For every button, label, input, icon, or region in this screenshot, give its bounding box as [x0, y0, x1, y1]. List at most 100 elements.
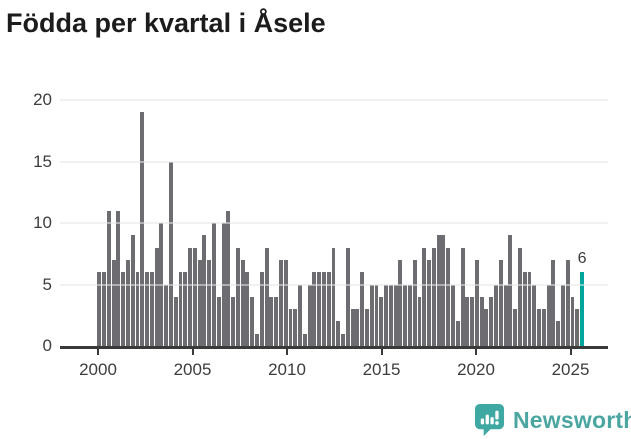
- bar-quarter: [212, 223, 216, 346]
- bar-quarter: [183, 272, 188, 346]
- bar-quarter: [264, 247, 269, 346]
- bar-quarter: [192, 247, 197, 346]
- gridline-overlay-y-10: [60, 222, 608, 224]
- bar-quarter: [546, 284, 551, 346]
- bar-quarter: [431, 247, 436, 346]
- bar-quarter: [508, 235, 513, 346]
- x-axis-tick-2020: [475, 348, 477, 355]
- bar-quarter: [427, 259, 432, 346]
- bar-quarter: [111, 259, 116, 346]
- bar-quarter: [417, 296, 422, 346]
- bar-quarter: [556, 321, 561, 346]
- bar-quarter: [364, 309, 369, 346]
- bar-quarter: [384, 284, 389, 346]
- bar-quarter: [221, 223, 226, 346]
- bar-quarter: [565, 259, 570, 346]
- bar-quarter: [484, 309, 489, 346]
- x-axis-label-2010: 2010: [268, 360, 306, 379]
- bar-quarter: [235, 247, 240, 346]
- bar-quarter: [164, 284, 169, 346]
- bar-quarter: [231, 296, 236, 346]
- bar-quarter: [154, 247, 159, 346]
- y-axis-label-20: 20: [33, 90, 52, 109]
- bar-quarter: [140, 112, 145, 346]
- bar-quarter: [575, 309, 580, 346]
- latest-value-annotation: 6: [577, 250, 587, 268]
- bar-quarter: [331, 247, 336, 346]
- x-axis-label-2015: 2015: [362, 360, 401, 379]
- bar-quarter: [388, 284, 393, 346]
- bar-quarter: [283, 259, 288, 346]
- bar-quarter: [288, 309, 293, 346]
- x-axis-tick-2015: [380, 348, 383, 355]
- bar-quarter: [116, 210, 121, 346]
- bar-quarter: [489, 296, 494, 346]
- bar-quarter: [326, 272, 331, 346]
- bar-quarter: [403, 284, 408, 346]
- gridline-y-10: [60, 222, 608, 224]
- brand-name: Newsworthy: [513, 406, 631, 433]
- bar-quarter: [125, 259, 130, 346]
- bar-quarter: [470, 296, 475, 346]
- bar-quarter: [250, 296, 255, 346]
- bar-quarter: [451, 284, 455, 346]
- bar-quarter: [278, 259, 283, 346]
- bar-quarter: [321, 272, 326, 346]
- bar-quarter: [522, 272, 527, 346]
- bar-quarter: [336, 321, 341, 346]
- gridline-overlay-y-5: [60, 283, 608, 286]
- bar-quarter: [216, 296, 221, 346]
- bar-quarter: [369, 284, 374, 346]
- bar-quarter: [302, 333, 307, 346]
- bar-quarter: [436, 235, 441, 346]
- bar-quarter: [345, 247, 350, 346]
- bar-quarter: [517, 247, 522, 346]
- bar-quarter: [97, 272, 102, 346]
- bar-quarter: [513, 309, 518, 346]
- x-axis-line: [60, 346, 608, 349]
- bar-quarter: [455, 321, 460, 346]
- bar-quarter: [149, 272, 154, 346]
- bar-quarter: [541, 309, 546, 346]
- bar-quarter: [498, 259, 503, 346]
- x-axis-label-2000: 2000: [79, 360, 117, 379]
- x-axis-label-2005: 2005: [173, 360, 212, 379]
- bar-quarter: [173, 296, 178, 346]
- bar-quarter: [317, 272, 322, 346]
- bar-quarter: [307, 284, 312, 346]
- bar-quarter: [350, 309, 355, 346]
- gridline-y-15: [60, 160, 608, 163]
- chart-title: Födda per kvartal i Åsele: [6, 8, 326, 38]
- bar-quarter: [360, 272, 365, 346]
- bar-quarter: [202, 235, 207, 346]
- bar-quarter: [130, 235, 135, 346]
- bar-quarter: [551, 259, 556, 346]
- bar-quarter: [527, 272, 532, 346]
- bar-quarter: [460, 247, 465, 346]
- bar-quarter: [145, 272, 150, 346]
- newsworthy-branding: Newsworthy: [474, 403, 631, 437]
- y-axis-label-5: 5: [42, 274, 52, 294]
- bar-quarter: [479, 296, 484, 346]
- y-axis-label-15: 15: [33, 151, 52, 171]
- x-axis-tick-2010: [286, 348, 288, 355]
- bar-quarter: [422, 247, 427, 346]
- bar-quarter: [503, 284, 508, 346]
- gridline-overlay-y-15: [60, 160, 608, 163]
- bar-highlight-latest-quarter: [580, 272, 585, 346]
- bar-quarter: [197, 259, 202, 346]
- bar-quarter: [465, 296, 470, 346]
- bar-quarter: [560, 284, 565, 346]
- bar-quarter: [537, 309, 541, 346]
- bar-quarter: [398, 259, 403, 346]
- bar-quarter: [298, 284, 302, 346]
- bar-quarter: [255, 333, 259, 346]
- bar-quarter: [121, 272, 126, 346]
- bar-quarter: [269, 296, 274, 346]
- bar-quarter: [374, 284, 379, 346]
- bar-quarter: [441, 235, 446, 346]
- bar-quarter: [274, 296, 279, 346]
- bar-quarter: [570, 296, 575, 346]
